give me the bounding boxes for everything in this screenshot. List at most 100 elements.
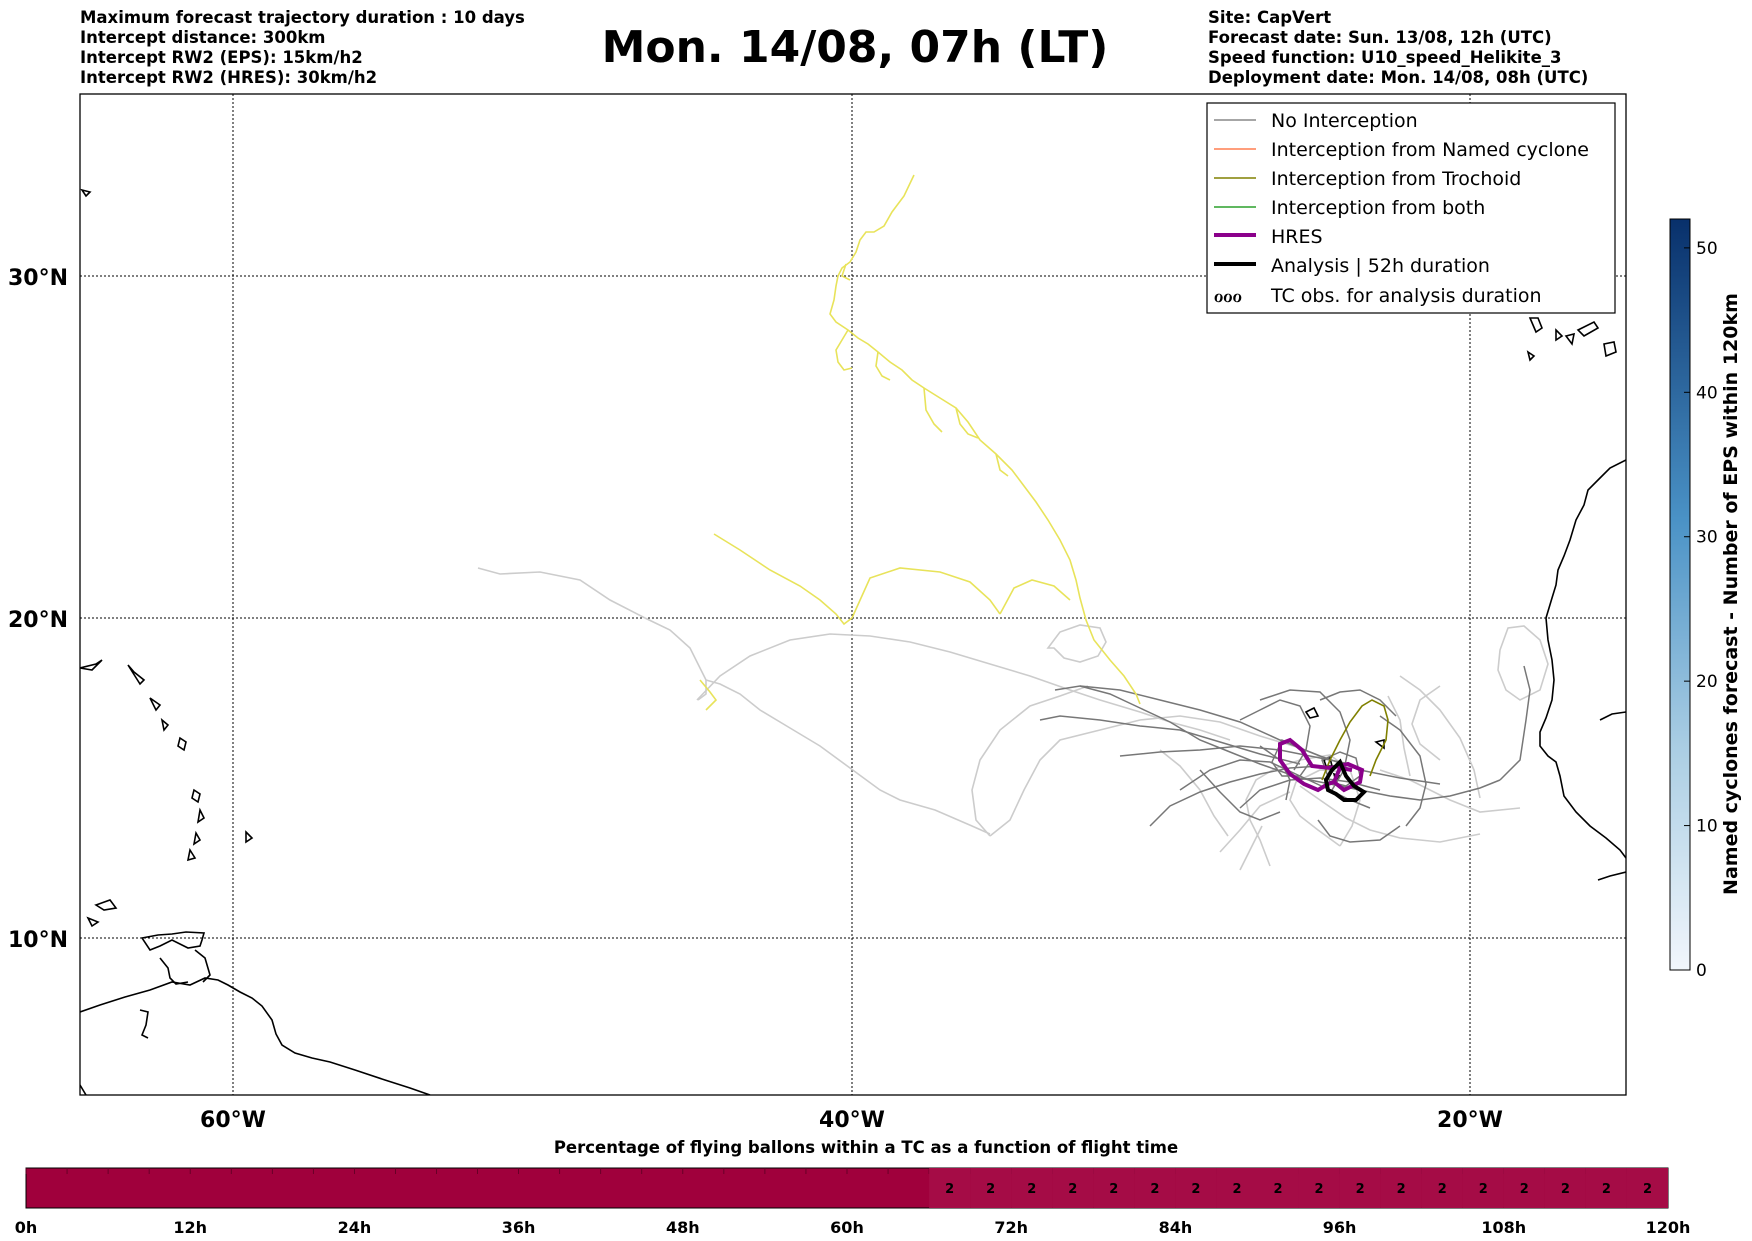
timebar-segment: [1339, 1168, 1381, 1208]
lon-label-40w: 40°W: [819, 1108, 885, 1133]
colorbar-tick-label: 40: [1696, 383, 1718, 403]
page-title: Mon. 14/08, 07h (LT): [601, 22, 1109, 73]
site-parameters: Site: CapVert Forecast date: Sun. 13/08,…: [1208, 8, 1588, 88]
timebar-segment: [1298, 1168, 1340, 1208]
site-line: Speed function: U10_speed_Helikite_3: [1208, 48, 1562, 67]
trochoid-interception-track: [1321, 699, 1389, 781]
timebar-segment: [1380, 1168, 1422, 1208]
timebar-segment-value: 2: [1315, 1182, 1324, 1197]
timebar-segment-value: 2: [1356, 1182, 1365, 1197]
timebar-segment-value: 2: [1397, 1182, 1406, 1197]
lon-label-20w: 20°W: [1437, 1108, 1503, 1133]
timebar-segment: [1093, 1168, 1135, 1208]
legend-label-analysis: Analysis | 52h duration: [1271, 255, 1490, 277]
legend-label-no-interception: No Interception: [1271, 110, 1418, 132]
timebar-segment: [929, 1168, 971, 1208]
timebar-tick-label: 24h: [338, 1218, 372, 1237]
legend-box: [1206, 102, 1616, 314]
site-line: Deployment date: Mon. 14/08, 08h (UTC): [1208, 68, 1589, 87]
analysis-track: [1323, 758, 1368, 802]
timebar-tick-label: 108h: [1481, 1218, 1526, 1237]
forecast-parameters: Maximum forecast trajectory duration : 1…: [80, 8, 525, 88]
timebar-tick-label: 60h: [830, 1218, 864, 1237]
coastline-canary: [1526, 317, 1617, 362]
timebar-segment: [1052, 1168, 1094, 1208]
param-line: Intercept RW2 (HRES): 30km/h2: [80, 68, 378, 87]
timebar-segment-value: 2: [1150, 1182, 1159, 1197]
lon-label-60w: 60°W: [200, 1108, 266, 1133]
yellow-tracks: [699, 174, 1141, 711]
flight-time-bar: Percentage of flying ballons within a TC…: [15, 1138, 1691, 1237]
coastlines: [80, 188, 1626, 1095]
timebar-tick-label: 84h: [1159, 1218, 1193, 1237]
timebar-segment: [1134, 1168, 1176, 1208]
eps-tracks-light: [477, 567, 1549, 871]
timebar-segment-value: 2: [1438, 1182, 1447, 1197]
colorbar-tick-label: 30: [1696, 528, 1718, 548]
timebar-segment-value: 2: [1191, 1182, 1200, 1197]
timebar-tick-label: 36h: [502, 1218, 536, 1237]
legend-label-both: Interception from both: [1271, 197, 1485, 219]
coastline-antilles: [177, 736, 254, 862]
legend-label-tc-obs: TC obs. for analysis duration: [1270, 285, 1542, 307]
timebar-segment: [970, 1168, 1012, 1208]
timebar-segments: 2 2 2 2 2 2 2 2 2 2 2 2 2 2 2 2 2 2: [25, 1168, 1668, 1208]
timebar-segment: [1257, 1168, 1299, 1208]
timebar-segment-value: 2: [986, 1182, 995, 1197]
timebar-segment: [1011, 1168, 1053, 1208]
coastline-south-america: [80, 977, 431, 1095]
timebar-segment-value: 2: [1109, 1182, 1118, 1197]
colorbar-tick-label: 50: [1696, 239, 1718, 259]
timebar-title: Percentage of flying ballons within a TC…: [554, 1138, 1178, 1157]
timebar-segment: [1421, 1168, 1463, 1208]
legend-label-named-cyclone: Interception from Named cyclone: [1271, 139, 1589, 161]
colorbar-tick-label: 20: [1696, 672, 1718, 692]
param-line: Intercept distance: 300km: [80, 28, 326, 47]
timebar-segment-value: 2: [1520, 1182, 1529, 1197]
colorbar-gradient: [1669, 218, 1691, 971]
timebar-segment-value: 2: [1232, 1182, 1241, 1197]
param-line: Intercept RW2 (EPS): 15km/h2: [80, 48, 363, 67]
timebar-segment: [1626, 1168, 1668, 1208]
colorbar-tick-label: 0: [1696, 961, 1707, 981]
timebar-segment-value: 2: [1274, 1182, 1283, 1197]
site-line: Forecast date: Sun. 13/08, 12h (UTC): [1208, 28, 1552, 47]
timebar-segment-value: 2: [1602, 1182, 1611, 1197]
map-frame: [79, 93, 1627, 1096]
timebar-segment-value: 2: [1643, 1182, 1652, 1197]
legend-label-trochoid: Interception from Trochoid: [1271, 168, 1521, 190]
timebar-ticks: 0h 12h 24h 36h 48h 60h 72h 84h 96h 108h 120h: [15, 1218, 1691, 1237]
timebar-segment-value: 2: [1068, 1182, 1077, 1197]
site-line: Site: CapVert: [1208, 8, 1332, 27]
timebar-segment: [1585, 1168, 1627, 1208]
timebar-tick-label: 72h: [994, 1218, 1028, 1237]
cyclone-symbol-icon: ℴℴℴ: [1214, 283, 1242, 307]
legend-label-hres: HRES: [1271, 226, 1323, 248]
timebar-tick-label: 0h: [15, 1218, 38, 1237]
timebar-segment-value: 2: [1027, 1182, 1036, 1197]
timebar-segment-value: 2: [1561, 1182, 1570, 1197]
colorbar-label: Named cyclones forecast - Number of EPS …: [1720, 293, 1742, 895]
coastline-africa: [1539, 459, 1626, 859]
legend: No Interception Interception from Named …: [1206, 102, 1616, 314]
coastline-trinidad: [140, 931, 206, 951]
timebar-tick-label: 120h: [1646, 1218, 1691, 1237]
lat-label-20n: 20°N: [8, 608, 68, 633]
timebar-tick-label: 48h: [666, 1218, 700, 1237]
timebar-segment: [1175, 1168, 1217, 1208]
colorbar-ticks: 0 10 20 30 40 50: [1684, 239, 1718, 981]
param-line: Maximum forecast trajectory duration : 1…: [80, 8, 525, 27]
timebar-segment-value: 2: [1479, 1182, 1488, 1197]
timebar-segment: [1216, 1168, 1258, 1208]
timebar-segment: [1544, 1168, 1586, 1208]
lat-label-10n: 10°N: [8, 928, 68, 953]
lat-label-30n: 30°N: [8, 266, 68, 291]
timebar-tick-label: 12h: [173, 1218, 207, 1237]
timebar-segment: [1462, 1168, 1504, 1208]
colorbar: 0 10 20 30 40 50 Named cyclones forecast - Nu…: [1669, 218, 1742, 981]
axis-labels: 30°N 20°N 10°N 60°W 40°W 20°W: [8, 266, 1503, 1133]
timebar-segment-value: 2: [945, 1182, 954, 1197]
timebar-segment: [1503, 1168, 1545, 1208]
timebar-tick-label: 96h: [1323, 1218, 1357, 1237]
